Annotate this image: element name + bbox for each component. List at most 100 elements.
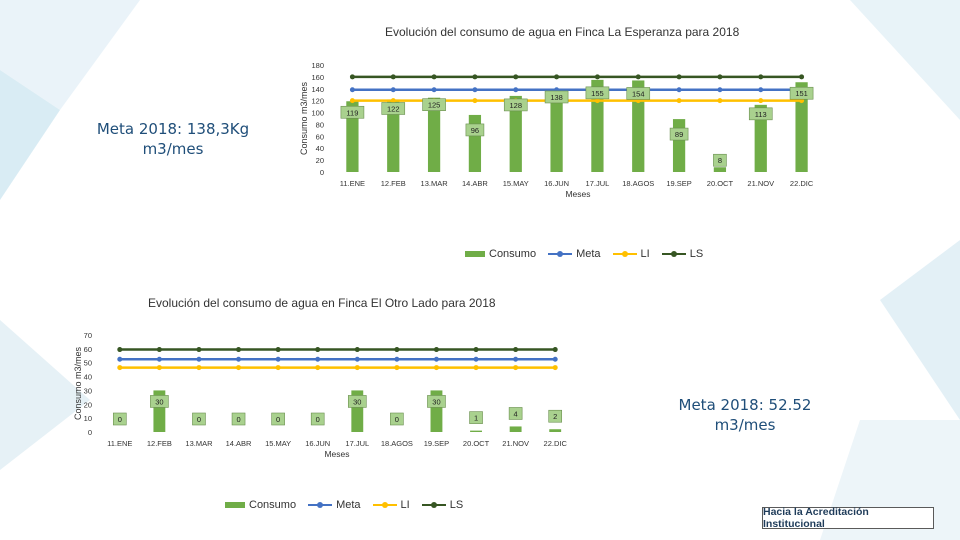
chart1-data-label-box bbox=[465, 123, 485, 137]
chart1-point-meta bbox=[717, 87, 723, 93]
chart1-bar-22.DIC bbox=[795, 82, 808, 172]
chart1-point-li bbox=[594, 98, 600, 104]
chart1-bar-14.ABR bbox=[468, 114, 482, 172]
chart2-point-li bbox=[236, 365, 242, 371]
legend-swatch-ls bbox=[661, 251, 686, 257]
chart1-ytick-label: 40 bbox=[316, 144, 324, 153]
chart2-legend: Consumo Meta LI LS bbox=[225, 499, 475, 511]
chart2-data-label-box bbox=[469, 411, 483, 424]
legend-label-ls: LS bbox=[689, 248, 704, 260]
chart2-point-ls bbox=[117, 347, 123, 353]
chart2-data-label-box bbox=[427, 395, 446, 408]
chart2-data-label-box bbox=[192, 412, 206, 426]
chart2-point-ls bbox=[513, 347, 519, 353]
chart2-xtick-label: 19.SEP bbox=[424, 439, 449, 448]
chart1-point-ls bbox=[431, 74, 437, 80]
chart1-bar-17.JUL bbox=[591, 79, 604, 172]
chart1-data-label: 119 bbox=[346, 108, 358, 117]
chart1-bar-18.AGOS bbox=[632, 80, 645, 172]
chart2-data-label: 0 bbox=[316, 415, 320, 424]
chart1-ytick-label: 100 bbox=[311, 109, 324, 118]
chart2-data-label: 0 bbox=[236, 415, 240, 424]
chart2-point-ls bbox=[196, 347, 202, 353]
chart2-data-label-box bbox=[231, 412, 246, 426]
legend2-item-ls: LS bbox=[421, 499, 463, 511]
chart2-point-li bbox=[433, 365, 439, 371]
chart2-bar-21.NOV bbox=[509, 426, 522, 432]
chart1-ytick-label: 60 bbox=[316, 132, 324, 141]
chart2-point-meta bbox=[196, 356, 202, 362]
chart1-data-label: 138 bbox=[550, 93, 563, 102]
chart1-ytick-label: 120 bbox=[311, 97, 324, 106]
chart2-bar-12.FEB bbox=[153, 390, 166, 432]
chart2-xtick-label: 17.JUL bbox=[345, 439, 369, 448]
chart1-meta-label: Meta 2018: 138,3Kg m3/mes bbox=[96, 120, 250, 158]
chart2-plot: Consumo m3/mes 0 10 20 30 40 50 60 70 0 30 0 0 0 0 30 0 3… bbox=[73, 331, 567, 459]
chart2-point-li bbox=[196, 365, 202, 371]
chart1-ytick-label: 20 bbox=[316, 156, 324, 165]
legend2-swatch-li bbox=[372, 502, 397, 508]
chart1-xtick-label: 11.ENE bbox=[340, 179, 365, 188]
chart2-ytick-label: 10 bbox=[84, 414, 92, 423]
legend2-swatch-meta bbox=[308, 502, 333, 508]
chart1-xtick-label: 15.MAY bbox=[503, 179, 529, 188]
chart2-data-label-box bbox=[548, 409, 563, 423]
legend-label-meta: Meta bbox=[576, 248, 601, 260]
legend-label-li: LI bbox=[640, 248, 650, 260]
chart2-point-li bbox=[473, 365, 479, 371]
chart1-point-ls bbox=[554, 74, 560, 80]
chart2-point-li bbox=[117, 365, 123, 371]
chart2-data-label: 0 bbox=[118, 415, 122, 424]
chart1-point-meta bbox=[349, 87, 355, 93]
chart2-point-li bbox=[315, 365, 321, 371]
chart2-data-label: 4 bbox=[514, 409, 518, 418]
chart1-point-ls bbox=[635, 74, 641, 80]
chart1-xtick-label: 13.MAR bbox=[421, 179, 449, 188]
chart2-data-label: 0 bbox=[276, 415, 280, 424]
legend-swatch-li bbox=[612, 251, 637, 257]
chart1-ytick-label: 80 bbox=[316, 120, 324, 129]
chart1-data-label-box bbox=[713, 153, 727, 167]
chart2-point-meta bbox=[275, 356, 281, 362]
chart1-legend: Consumo Meta LI LS bbox=[465, 248, 715, 260]
chart2-point-meta bbox=[315, 356, 321, 362]
chart1-data-label-box bbox=[503, 98, 528, 112]
chart1-ylabel: Consumo m3/mes bbox=[299, 81, 309, 155]
chart2-xtick-label: 21.NOV bbox=[502, 439, 529, 448]
chart2-point-ls bbox=[156, 347, 162, 353]
chart2-point-meta bbox=[513, 356, 519, 362]
legend2-swatch-ls bbox=[421, 502, 446, 508]
chart1-ytick-label: 140 bbox=[311, 85, 324, 94]
chart2-data-label-box bbox=[347, 395, 367, 408]
legend2-label-consumo: Consumo bbox=[249, 499, 297, 511]
chart2-ytick-label: 0 bbox=[88, 428, 92, 437]
chart1-bar-19.SEP bbox=[672, 119, 686, 172]
chart1-point-li bbox=[390, 98, 396, 104]
legend2-item-meta: Meta bbox=[308, 499, 361, 511]
chart1-data-label-box bbox=[422, 98, 446, 111]
chart1-point-meta bbox=[513, 87, 519, 93]
chart1-data-label-box bbox=[544, 90, 569, 104]
chart2-point-li bbox=[275, 365, 281, 371]
chart1-point-ls bbox=[594, 74, 600, 80]
chart2-ytick-label: 20 bbox=[84, 400, 92, 409]
chart1-bar-12.FEB bbox=[387, 99, 400, 172]
chart2-point-li bbox=[394, 365, 400, 371]
chart2-ytick-label: 40 bbox=[84, 373, 92, 382]
chart2-point-meta bbox=[552, 356, 558, 362]
chart2-bar-17.JUL bbox=[351, 390, 364, 432]
chart1-point-li bbox=[472, 98, 478, 104]
chart2-point-meta bbox=[473, 356, 479, 362]
chart1-data-label: 128 bbox=[509, 101, 522, 110]
chart2-title: Evolución del consumo de agua en Finca E… bbox=[148, 296, 496, 310]
chart1-data-label: 122 bbox=[387, 104, 400, 113]
chart1-data-label-box bbox=[748, 107, 773, 121]
chart2-data-label-box bbox=[112, 412, 127, 426]
chart2-xtick-label: 12.FEB bbox=[147, 439, 172, 448]
chart1-bar-11.ENE bbox=[346, 101, 359, 172]
chart2-point-ls bbox=[275, 347, 281, 353]
chart1-point-ls bbox=[799, 74, 805, 80]
chart1-data-label-box bbox=[626, 87, 651, 100]
chart2-xlabel: Meses bbox=[324, 449, 349, 459]
chart1-point-ls bbox=[513, 74, 519, 80]
